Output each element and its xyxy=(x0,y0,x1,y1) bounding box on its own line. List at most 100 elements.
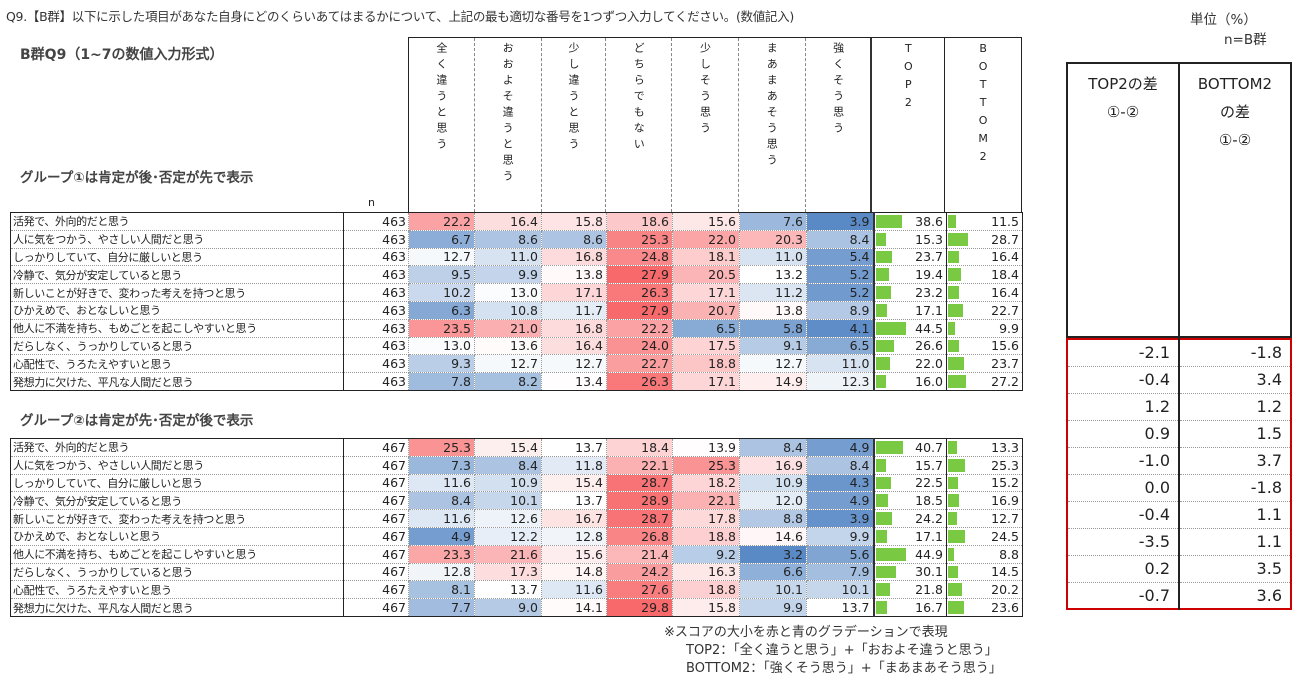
score-cell: 20.3 xyxy=(739,230,807,249)
bottom2-data-bar xyxy=(948,321,955,335)
n-value: 467 xyxy=(343,456,409,475)
n-value: 463 xyxy=(343,265,409,285)
score-cell: 4.9 xyxy=(806,491,875,511)
top2-data-bar xyxy=(875,565,896,579)
score-cell: 13.2 xyxy=(739,265,807,285)
bottom2-value: 12.7 xyxy=(991,511,1019,527)
top2-cell: 21.8 xyxy=(873,580,947,600)
score-cell: 13.0 xyxy=(408,337,475,356)
top2-data-bar xyxy=(875,512,892,525)
diff-row: -0.4 1.1 xyxy=(1067,501,1291,529)
top2-value: 40.7 xyxy=(915,439,943,455)
bottom2-data-bar xyxy=(948,565,958,579)
score-cell: 15.4 xyxy=(541,474,607,493)
top2-value: 38.6 xyxy=(915,213,943,229)
top2-data-bar xyxy=(875,357,891,371)
top2-cell: 22.5 xyxy=(873,474,947,493)
score-cell: 4.9 xyxy=(806,438,875,457)
score-cell: 13.8 xyxy=(739,301,807,320)
row-label: ひかえめで、おとなしいと思う xyxy=(10,301,344,320)
bottom2-value: 18.4 xyxy=(991,267,1019,283)
score-cell: 3.9 xyxy=(806,509,875,528)
top2-value: 18.5 xyxy=(915,493,943,509)
bottom2-data-bar xyxy=(948,268,961,282)
bottom2-diff-value: 3.5 xyxy=(1179,555,1291,583)
diff-row: -1.0 3.7 xyxy=(1067,447,1291,475)
top2-diff-value: -3.5 xyxy=(1067,528,1180,556)
column-header-label: 少し違うと思う xyxy=(566,42,580,154)
score-cell: 6.5 xyxy=(672,319,740,338)
row-label: 新しいことが好きで、変わった考えを持つと思う xyxy=(10,283,344,302)
score-cell: 22.1 xyxy=(672,491,740,511)
top2-cell: 15.7 xyxy=(873,456,947,475)
top2-value: 17.1 xyxy=(915,528,943,544)
table-row: ひかえめで、おとなしいと思う 463 6.3 10.8 11.7 27.9 20.7 13.8… xyxy=(10,301,1023,320)
bottom2-cell: 11.5 xyxy=(946,212,1023,231)
bottom2-value: 27.2 xyxy=(991,374,1019,390)
top2-cell: 26.6 xyxy=(873,337,947,356)
bottom2-data-bar xyxy=(948,441,958,454)
score-cell: 11.7 xyxy=(541,301,607,320)
n-column-header: n xyxy=(368,196,375,209)
top2-value: 15.3 xyxy=(915,231,943,247)
table-row: 他人に不満を持ち、もめごとを起こしやすいと思う 463 23.5 21.0 16.8 22… xyxy=(10,319,1023,338)
score-cell: 17.5 xyxy=(672,337,740,356)
score-cell: 11.8 xyxy=(541,456,607,475)
n-value: 467 xyxy=(343,598,409,617)
score-cell: 15.8 xyxy=(541,212,607,231)
bottom2-data-bar xyxy=(948,476,959,490)
bottom2-cell: 25.3 xyxy=(946,456,1023,475)
score-cell: 9.0 xyxy=(474,598,542,617)
diff-row: 0.2 3.5 xyxy=(1067,555,1291,583)
score-cell: 12.0 xyxy=(739,491,807,511)
bottom2-value: 22.7 xyxy=(991,302,1019,318)
score-cell: 27.9 xyxy=(606,265,673,285)
diff-table: -2.1 -1.8 -0.4 3.4 1.2 1.2 0.9 1.5 -1.0 3.7 0.0 -1.… xyxy=(1066,338,1292,610)
score-cell: 9.2 xyxy=(672,545,740,564)
bottom2-data-bar xyxy=(948,357,965,371)
score-cell: 12.7 xyxy=(474,354,542,374)
bottom2-cell: 15.6 xyxy=(946,337,1023,356)
bottom2-data-bar xyxy=(948,375,967,388)
diff-row: 1.2 1.2 xyxy=(1067,393,1291,421)
score-cell: 21.4 xyxy=(606,545,673,564)
score-cell: 7.3 xyxy=(408,456,475,475)
group2-table: 活発で、外向的だと思う 467 25.3 15.4 13.7 18.4 13.9 8.4 4.9… xyxy=(10,438,1023,617)
column-header: まあまあそう思う xyxy=(739,38,806,212)
row-label: だらしなく、うっかりしていると思う xyxy=(10,563,344,582)
column-header: BOTTOM2 xyxy=(945,38,1021,212)
score-cell: 11.6 xyxy=(408,474,475,493)
table-row: 心配性で、うろたえやすいと思う 467 8.1 13.7 11.6 27.6 18.8 10.… xyxy=(10,580,1023,600)
table-row: 人に気をつかう、やさしい人間だと思う 463 6.7 8.6 8.6 25.3 22.0 20… xyxy=(10,230,1023,249)
bottom2-cell: 23.7 xyxy=(946,354,1023,374)
bottom2-data-bar xyxy=(948,547,954,561)
score-cell: 22.2 xyxy=(606,319,673,338)
score-cell: 21.6 xyxy=(474,545,542,564)
top2-data-bar xyxy=(875,321,906,335)
table-row: だらしなく、うっかりしていると思う 467 12.8 17.3 14.8 24.2 16.3… xyxy=(10,563,1023,582)
score-cell: 5.2 xyxy=(806,265,875,285)
score-cell: 8.8 xyxy=(739,509,807,528)
column-header: 全く違うと思う xyxy=(409,38,475,212)
top2-data-bar xyxy=(875,601,887,614)
top2-value: 16.7 xyxy=(915,600,943,616)
score-cell: 26.8 xyxy=(606,527,673,546)
score-cell: 5.4 xyxy=(806,248,875,267)
group1-table: 活発で、外向的だと思う 463 22.2 16.4 15.8 18.6 15.6 7.6 3.9… xyxy=(10,212,1023,391)
score-cell: 11.2 xyxy=(739,283,807,302)
n-value: 463 xyxy=(343,212,409,231)
bottom2-diff-header-line: ①-② xyxy=(1218,131,1252,149)
bottom2-value: 14.5 xyxy=(991,564,1019,580)
score-cell: 11.6 xyxy=(541,580,607,600)
footnote: TOP2：「全く違うと思う」+「おおよそ違うと思う」 xyxy=(686,643,998,658)
bottom2-cell: 16.4 xyxy=(946,283,1023,302)
score-cell: 14.6 xyxy=(739,527,807,546)
table-row: 新しいことが好きで、変わった考えを持つと思う 463 10.2 13.0 17.1 26.… xyxy=(10,283,1023,302)
score-cell: 4.9 xyxy=(408,527,475,546)
column-header-label: どちらでもない xyxy=(632,42,646,154)
bottom2-cell: 27.2 xyxy=(946,372,1023,391)
score-cell: 13.9 xyxy=(672,438,740,457)
score-cell: 13.7 xyxy=(541,438,607,457)
score-cell: 13.6 xyxy=(474,337,542,356)
top2-cell: 22.0 xyxy=(873,354,947,374)
